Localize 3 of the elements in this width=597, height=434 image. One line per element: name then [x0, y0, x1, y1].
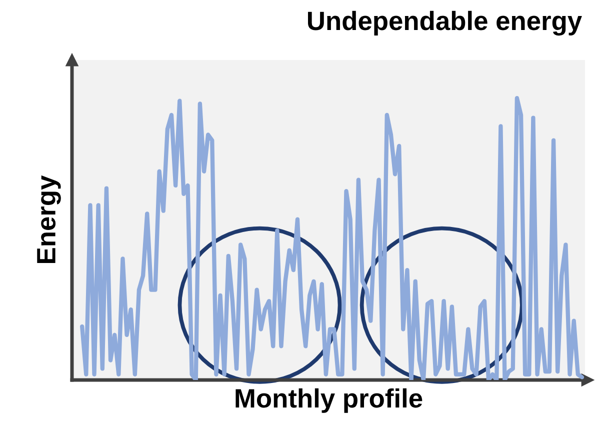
chart-title: Undependable energy [308, 10, 582, 36]
x-axis-title: Monthly profile [236, 388, 422, 413]
y-axis-title: Energy [37, 175, 61, 263]
